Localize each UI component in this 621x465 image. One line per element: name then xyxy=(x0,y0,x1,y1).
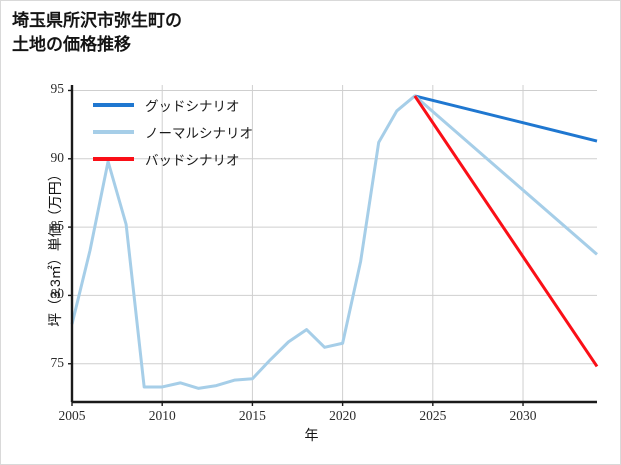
x-axis-title: 年 xyxy=(304,427,319,443)
legend-swatch-icon xyxy=(93,157,134,161)
series-line xyxy=(70,94,598,390)
legend-label: ノーマルシナリオ xyxy=(145,126,253,141)
y-tick-label: 95 xyxy=(50,81,65,97)
y-tick-label: 90 xyxy=(50,149,65,165)
legend-label: バッドシナリオ xyxy=(145,153,240,168)
x-tick-label: 2020 xyxy=(329,408,357,423)
x-tick-label: 2015 xyxy=(238,408,266,423)
series-line xyxy=(413,95,599,368)
legend-item[interactable]: グッドシナリオ xyxy=(93,94,240,116)
series-line xyxy=(414,94,598,143)
y-tick-label: 80 xyxy=(50,286,65,302)
x-tick-label: 2025 xyxy=(419,408,447,423)
y-tick-label: 85 xyxy=(50,218,65,234)
x-tick-label: 2010 xyxy=(148,408,176,423)
legend-swatch-icon xyxy=(93,130,134,134)
legend-label: グッドシナリオ xyxy=(145,99,240,114)
chart-title: 埼玉県所沢市弥生町の 土地の価格推移 xyxy=(12,11,182,55)
plot-background xyxy=(72,85,597,402)
legend-item[interactable]: ノーマルシナリオ xyxy=(93,121,253,143)
x-tick-label: 2030 xyxy=(509,408,537,423)
y-axis-title: 坪（3.3㎡）単価（万円） xyxy=(47,167,63,327)
y-tick-label: 75 xyxy=(50,354,65,370)
legend-item[interactable]: バッドシナリオ xyxy=(93,148,240,170)
x-tick-label: 2005 xyxy=(58,408,86,423)
legend-swatch-icon xyxy=(93,103,134,107)
